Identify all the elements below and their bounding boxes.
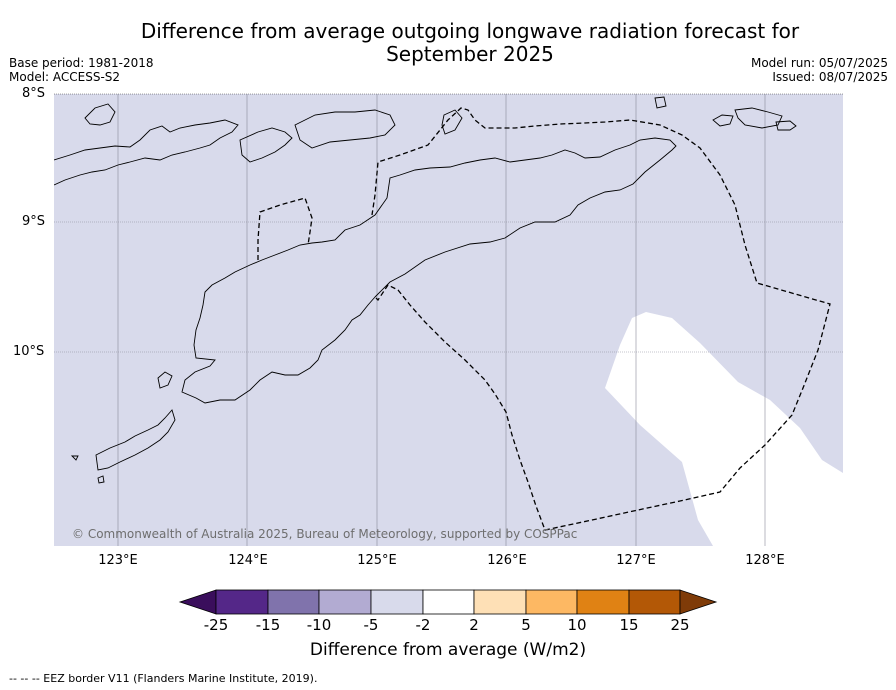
timor-island-coast: [181, 137, 677, 404]
eez-border-western-enclave: [257, 197, 313, 260]
island-coast-9: [441, 109, 463, 135]
gridlines: [54, 94, 843, 546]
island-coast-4: [84, 103, 116, 126]
colorbar-tick: 10: [567, 616, 587, 634]
eez-border-main: [371, 107, 831, 531]
coastlines: [54, 96, 797, 484]
meta-right: Model run: 05/07/2025 Issued: 08/07/2025: [751, 56, 888, 84]
island-coast-8: [654, 96, 667, 109]
issued-date: Issued: 08/07/2025: [772, 70, 888, 84]
island-coast-12: [97, 475, 105, 484]
map-title-line-1: Difference from average outgoing longwav…: [140, 19, 800, 43]
colorbar-tick: 15: [619, 616, 639, 634]
colorbar-segment-2: [267, 589, 320, 615]
neutral-anomaly-region: [605, 312, 843, 546]
lat-label-8s: 8°S: [22, 86, 46, 101]
colorbar-segment-6: [473, 589, 527, 615]
colorbar-segment-8: [576, 589, 630, 615]
colorbar-tick: -2: [415, 616, 431, 634]
colorbar-extend-high: [679, 589, 718, 615]
colorbar-tick: -15: [255, 616, 281, 634]
island-coast-10: [157, 371, 173, 389]
model-run: Model run: 05/07/2025: [750, 56, 888, 70]
lon-label-127e: 127°E: [616, 553, 656, 568]
colorbar-tick: 2: [469, 616, 479, 634]
eez-footnote: -- -- -- EEZ border V11 (Flanders Marine…: [9, 672, 318, 685]
lat-label-10s: 10°S: [13, 344, 45, 359]
lon-label-126e: 126°E: [487, 553, 527, 568]
colorbar-label: Difference from average (W/m2): [309, 640, 587, 660]
map-title: Difference from average outgoing longwav…: [100, 20, 840, 66]
colorbar-tick: -10: [306, 616, 332, 634]
map-title-line-2: September 2025: [386, 42, 554, 66]
colorbar-segment-1: [215, 589, 269, 615]
lon-label-125e: 125°E: [357, 553, 397, 568]
island-coast-5: [734, 107, 783, 129]
colorbar: [178, 589, 718, 615]
island-coast-7: [775, 120, 797, 131]
colorbar-segment-4: [370, 589, 424, 615]
colorbar-segment-3: [318, 589, 372, 615]
colorbar-tick: 25: [670, 616, 690, 634]
lon-label-123e: 123°E: [98, 553, 138, 568]
eez-border: [257, 107, 831, 531]
island-coast-3: [294, 109, 396, 149]
base-period: Base period: 1981-2018: [9, 56, 154, 70]
island-coast-6: [712, 114, 734, 127]
island-coast-11: [95, 409, 176, 471]
colorbar-tick: -25: [203, 616, 229, 634]
colorbar-tick: 5: [521, 616, 531, 634]
copyright-notice: © Commonwealth of Australia 2025, Bureau…: [72, 527, 578, 541]
colorbar-tick: -5: [363, 616, 379, 634]
island-coast-2: [239, 127, 293, 163]
north-islands-coast: [54, 119, 239, 186]
lon-label-124e: 124°E: [228, 553, 268, 568]
lat-label-9s: 9°S: [22, 214, 46, 229]
colorbar-extend-low: [178, 589, 217, 615]
island-coast-13: [70, 455, 79, 461]
colorbar-segment-7: [525, 589, 578, 615]
meta-left: Base period: 1981-2018 Model: ACCESS-S2: [9, 56, 154, 84]
colorbar-segment-9: [628, 589, 681, 615]
model-name: Model: ACCESS-S2: [9, 70, 121, 84]
colorbar-segment-5: [422, 589, 475, 615]
lon-label-128e: 128°E: [745, 553, 785, 568]
